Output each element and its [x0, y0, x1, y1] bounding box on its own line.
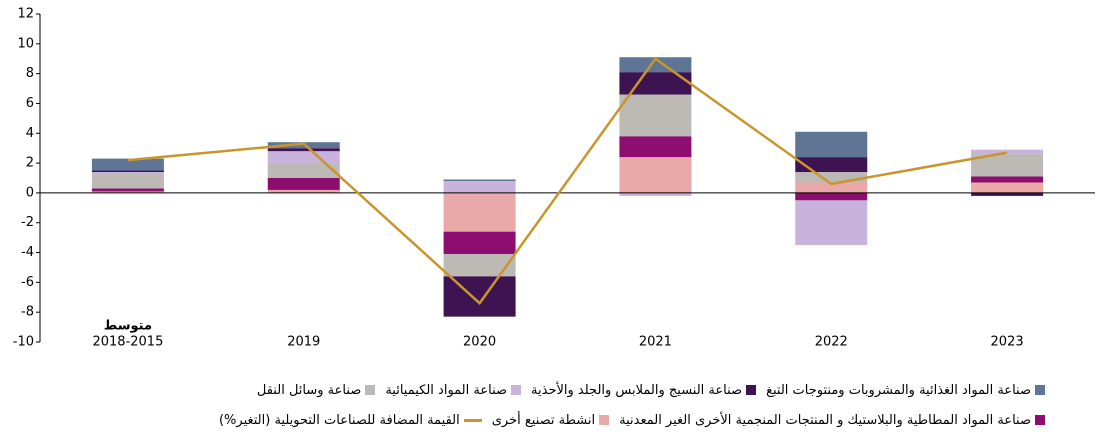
bar-segment	[267, 189, 340, 193]
y-tick-label: -4	[21, 245, 34, 260]
legend-label: صناعة المواد الكيميائية	[385, 382, 508, 398]
bar-segment	[795, 131, 868, 158]
bar-segment	[795, 157, 868, 173]
bar-segment	[443, 231, 516, 255]
bar-segment	[91, 191, 164, 193]
bar-segment	[971, 182, 1044, 193]
bar-segment	[443, 192, 516, 232]
bar-segment	[619, 157, 692, 193]
legend-label: صناعة المواد الغذائية والمشروبات ومنتوجا…	[766, 382, 1031, 398]
bar-segment	[971, 154, 1044, 177]
bar-segment	[91, 173, 164, 189]
legend-label: صناعة وسائل النقل	[256, 382, 362, 398]
bar-segment	[267, 163, 340, 178]
y-tick-label: 0	[26, 185, 34, 200]
bar-segment	[619, 57, 692, 73]
legend-label: انشطة تصنيع أخرى	[491, 412, 596, 428]
bar-segment	[443, 180, 516, 193]
x-tick-label: 2019	[287, 335, 320, 350]
bar-segment	[91, 188, 164, 192]
legend-swatch	[746, 385, 757, 395]
legend-swatch	[599, 415, 610, 425]
legend-item: القيمة المضافة للصناعات التحويلية (التغي…	[219, 413, 482, 428]
bar-segment	[267, 178, 340, 190]
legend-item: صناعة المواد الغذائية والمشروبات ومنتوجا…	[766, 383, 1045, 398]
y-tick-label: 12	[17, 7, 34, 22]
bar-segment	[91, 170, 164, 173]
y-tick-label: 6	[26, 96, 34, 111]
legend-item: صناعة النسيج والملابس والجلد والأحذية	[531, 382, 757, 398]
x-tick-label: 2018-2015	[92, 335, 163, 350]
x-tick-label: 2020	[463, 335, 496, 350]
x-tick-label: 2023	[991, 335, 1024, 350]
bar-segment	[91, 158, 164, 171]
annotation: متوسط	[104, 319, 152, 334]
bar-segment	[971, 176, 1044, 183]
legend-item: صناعة وسائل النقل	[256, 382, 376, 398]
bar-segment	[971, 149, 1044, 155]
legend-label: صناعة المواد المطاطية والبلاستيك و المنت…	[619, 412, 1031, 428]
bar-segment	[619, 94, 692, 137]
y-tick-label: -8	[21, 305, 34, 320]
legend-label: القيمة المضافة للصناعات التحويلية (التغي…	[218, 412, 460, 428]
legend-swatch	[365, 385, 376, 395]
legend-swatch	[511, 385, 522, 395]
legend-swatch	[1035, 385, 1045, 395]
legend-swatch	[1035, 415, 1045, 425]
bar-segment	[267, 151, 340, 164]
bar-segment	[795, 182, 868, 193]
x-tick-label: 2022	[815, 335, 848, 350]
bar-segment	[443, 179, 516, 181]
chart: -10 -8 -6 -4 -2 0 2 4 6 8 10 12 2018-2015 2019 2020 202…	[13, 7, 1095, 350]
y-tick-label: 4	[26, 126, 34, 141]
legend-item: صناعة المواد الكيميائية	[385, 382, 522, 398]
y-tick-label: 10	[17, 36, 34, 51]
bar-segment	[443, 276, 516, 317]
legend-row: صناعة المواد المطاطية والبلاستيك و المنت…	[100, 405, 1045, 435]
x-tick-label: 2021	[639, 335, 672, 350]
legend-item: انشطة تصنيع أخرى	[491, 412, 610, 428]
bar-segment	[795, 192, 868, 201]
bar-segment	[795, 200, 868, 246]
bar-segment	[267, 148, 340, 152]
bar-segment	[971, 192, 1044, 196]
bar-segment	[443, 254, 516, 277]
y-tick-label: -10	[13, 335, 34, 350]
y-tick-label: 8	[26, 66, 34, 81]
legend-row: صناعة المواد الغذائية والمشروبات ومنتوجا…	[100, 375, 1045, 405]
bar-segment	[619, 136, 692, 158]
y-tick-label: -6	[21, 275, 34, 290]
line	[127, 56, 1008, 306]
bar-segment	[91, 172, 164, 174]
legend: صناعة المواد الغذائية والمشروبات ومنتوجا…	[100, 375, 1045, 435]
legend-label: صناعة النسيج والملابس والجلد والأحذية	[531, 382, 743, 398]
y-tick-label: -2	[21, 215, 34, 230]
legend-item: صناعة المواد المطاطية والبلاستيك و المنت…	[619, 413, 1045, 428]
y-tick-label: 2	[26, 156, 34, 171]
bar-segment	[619, 192, 692, 196]
bar-segment	[795, 172, 868, 183]
legend-swatch	[463, 418, 482, 422]
bar-segment	[619, 72, 692, 95]
